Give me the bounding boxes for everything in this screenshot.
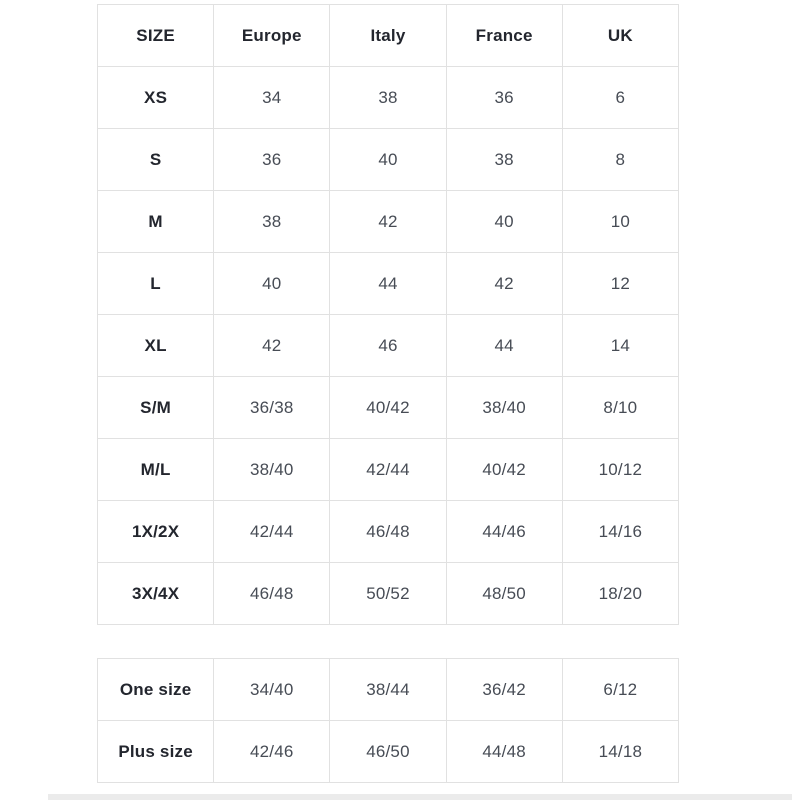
value-cell: 42/44 [329,438,447,501]
value-cell: 46/50 [329,720,447,783]
value-cell: 40/42 [329,376,447,439]
value-cell: 18/20 [561,562,680,625]
header-cell: Italy [329,4,447,67]
page-bottom-divider [48,794,792,800]
size-label-cell: XL [96,314,215,377]
size-table-main: SIZE Europe Italy France UK XS 34 38 36 6 S 36 40 38… [96,4,680,625]
size-label-cell: XS [96,66,215,129]
table-row: 1X/2X 42/44 46/48 44/46 14/16 [96,500,680,563]
value-cell: 12 [561,252,680,315]
value-cell: 42 [213,314,331,377]
size-table-header: SIZE Europe Italy France UK [96,4,680,67]
value-cell: 38/40 [213,438,331,501]
value-cell: 10 [561,190,680,253]
value-cell: 40 [445,190,563,253]
size-label-cell: L [96,252,215,315]
size-table-main-body: XS 34 38 36 6 S 36 40 38 8 M 38 42 40 10 L 40 44 42 12 XL 42 4… [96,66,680,625]
value-cell: 46 [329,314,447,377]
value-cell: 36/38 [213,376,331,439]
table-row: One size 34/40 38/44 36/42 6/12 [96,658,680,721]
value-cell: 38 [445,128,563,191]
size-label-cell: 3X/4X [96,562,215,625]
value-cell: 34 [213,66,331,129]
header-cell: Europe [213,4,331,67]
size-label-cell: One size [96,658,215,721]
value-cell: 8/10 [561,376,680,439]
value-cell: 38/40 [445,376,563,439]
table-row: M 38 42 40 10 [96,190,680,253]
size-table-extra: One size 34/40 38/44 36/42 6/12 Plus size 42/4… [96,658,680,783]
table-row: M/L 38/40 42/44 40/42 10/12 [96,438,680,501]
value-cell: 38 [329,66,447,129]
table-row: 3X/4X 46/48 50/52 48/50 18/20 [96,562,680,625]
value-cell: 38/44 [329,658,447,721]
table-row: Plus size 42/46 46/50 44/48 14/18 [96,720,680,783]
value-cell: 48/50 [445,562,563,625]
size-table-extra-body: One size 34/40 38/44 36/42 6/12 Plus size 42/4… [96,658,680,783]
value-cell: 46/48 [213,562,331,625]
size-conversion-chart: SIZE Europe Italy France UK XS 34 38 36 6 S 36 40 38… [96,4,680,783]
table-row: XS 34 38 36 6 [96,66,680,129]
size-label-cell: M/L [96,438,215,501]
value-cell: 40 [329,128,447,191]
value-cell: 34/40 [213,658,331,721]
value-cell: 44 [445,314,563,377]
main-size-table: SIZE Europe Italy France UK XS 34 38 36 6 S 36 40 38… [96,4,680,625]
value-cell: 44/48 [445,720,563,783]
value-cell: 38 [213,190,331,253]
value-cell: 6 [561,66,680,129]
header-cell: France [445,4,563,67]
value-cell: 36/42 [445,658,563,721]
table-row: S 36 40 38 8 [96,128,680,191]
value-cell: 42/44 [213,500,331,563]
size-label-cell: 1X/2X [96,500,215,563]
value-cell: 44/46 [445,500,563,563]
value-cell: 14/16 [561,500,680,563]
value-cell: 10/12 [561,438,680,501]
value-cell: 50/52 [329,562,447,625]
table-row: S/M 36/38 40/42 38/40 8/10 [96,376,680,439]
value-cell: 44 [329,252,447,315]
header-cell: SIZE [96,4,215,67]
value-cell: 42 [445,252,563,315]
size-label-cell: S [96,128,215,191]
special-sizes-table: One size 34/40 38/44 36/42 6/12 Plus size 42/4… [96,658,680,783]
value-cell: 14 [561,314,680,377]
value-cell: 8 [561,128,680,191]
value-cell: 14/18 [561,720,680,783]
table-row: L 40 44 42 12 [96,252,680,315]
size-label-cell: S/M [96,376,215,439]
value-cell: 42/46 [213,720,331,783]
size-label-cell: Plus size [96,720,215,783]
value-cell: 46/48 [329,500,447,563]
table-row: XL 42 46 44 14 [96,314,680,377]
value-cell: 6/12 [561,658,680,721]
value-cell: 36 [445,66,563,129]
value-cell: 40 [213,252,331,315]
size-label-cell: M [96,190,215,253]
value-cell: 42 [329,190,447,253]
value-cell: 40/42 [445,438,563,501]
value-cell: 36 [213,128,331,191]
table-header-row: SIZE Europe Italy France UK [96,4,680,67]
header-cell: UK [561,4,680,67]
